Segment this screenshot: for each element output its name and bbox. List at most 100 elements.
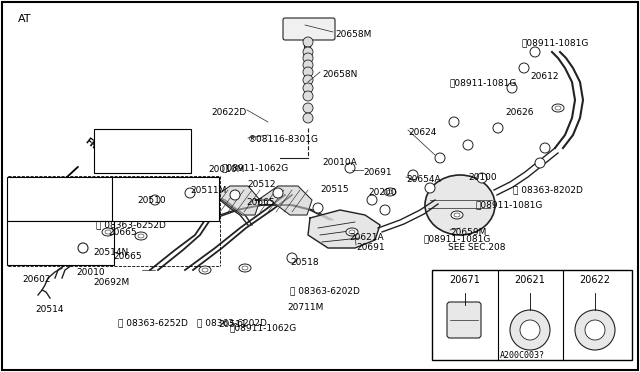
Circle shape [519, 63, 529, 73]
Circle shape [303, 91, 313, 101]
Text: FROM MAY.'93: FROM MAY.'93 [31, 186, 89, 195]
Text: 20518: 20518 [290, 258, 319, 267]
Text: UP TO MAY.'93: UP TO MAY.'93 [30, 230, 90, 239]
Text: 20511: 20511 [218, 320, 246, 329]
Text: 20010: 20010 [76, 268, 104, 277]
Circle shape [150, 195, 160, 205]
Text: Ⓢ 08363-8202D: Ⓢ 08363-8202D [513, 185, 583, 194]
Circle shape [510, 310, 550, 350]
Text: 20621: 20621 [515, 275, 545, 285]
Ellipse shape [425, 175, 495, 235]
Ellipse shape [242, 266, 248, 270]
Ellipse shape [202, 268, 208, 272]
Text: 20711M: 20711M [287, 303, 323, 312]
Text: 20612: 20612 [530, 72, 559, 81]
Circle shape [449, 117, 459, 127]
Text: 20010M: 20010M [208, 165, 244, 174]
Text: A200C003?: A200C003? [500, 351, 545, 360]
Text: 20622D: 20622D [212, 108, 247, 117]
Ellipse shape [199, 266, 211, 274]
Text: 20515: 20515 [320, 185, 349, 194]
Circle shape [303, 37, 313, 47]
Text: 20010A: 20010A [322, 158, 356, 167]
FancyBboxPatch shape [7, 177, 114, 221]
Text: ®08116-8301G: ®08116-8301G [248, 135, 319, 144]
Ellipse shape [552, 104, 564, 112]
Text: O   20711: O 20711 [40, 203, 81, 212]
Text: 20602: 20602 [22, 275, 51, 284]
FancyBboxPatch shape [283, 18, 335, 40]
Circle shape [367, 195, 377, 205]
Ellipse shape [349, 230, 355, 234]
Text: ⓝ08911-1062G: ⓝ08911-1062G [222, 163, 289, 172]
Ellipse shape [346, 228, 358, 236]
Circle shape [435, 153, 445, 163]
Ellipse shape [102, 228, 114, 236]
Circle shape [287, 253, 297, 263]
Text: 20692M: 20692M [93, 278, 129, 287]
Ellipse shape [138, 234, 144, 238]
Circle shape [540, 143, 550, 153]
Text: 20658M: 20658M [335, 30, 371, 39]
Circle shape [425, 183, 435, 193]
Text: ⓝ08911-1062G: ⓝ08911-1062G [230, 323, 297, 332]
Text: 20665: 20665 [246, 198, 275, 207]
Text: ⓝ08911-1081G: ⓝ08911-1081G [522, 38, 589, 47]
Text: 20671: 20671 [449, 275, 481, 285]
Circle shape [303, 83, 313, 93]
Text: 20665: 20665 [108, 228, 136, 237]
Circle shape [507, 83, 517, 93]
Text: 20510: 20510 [137, 196, 166, 205]
Text: Ⓢ 08363-6202D: Ⓢ 08363-6202D [290, 286, 360, 295]
FancyBboxPatch shape [94, 129, 191, 173]
Ellipse shape [135, 232, 147, 240]
Circle shape [345, 163, 355, 173]
Circle shape [575, 310, 615, 350]
Text: 20624: 20624 [408, 128, 436, 137]
Text: 20514: 20514 [35, 305, 63, 314]
Text: 20512: 20512 [247, 180, 275, 189]
Circle shape [530, 47, 540, 57]
Circle shape [78, 243, 88, 253]
Text: ⓝ08911-1081G: ⓝ08911-1081G [476, 200, 543, 209]
Text: ⓝ08911-1081G: ⓝ08911-1081G [424, 234, 492, 243]
Text: SEE SEC.208: SEE SEC.208 [448, 243, 506, 252]
Circle shape [303, 47, 313, 57]
Text: 20200: 20200 [368, 188, 397, 197]
Circle shape [303, 75, 313, 85]
Text: Ⓢ 08363-6202D: Ⓢ 08363-6202D [197, 318, 267, 327]
Text: ⊙   20711: ⊙ 20711 [40, 247, 81, 256]
Text: FROM MAY.'93: FROM MAY.'93 [113, 138, 171, 147]
Ellipse shape [105, 230, 111, 234]
Text: FRONT: FRONT [83, 136, 114, 163]
Text: ⊙—20711: ⊙—20711 [144, 203, 186, 212]
Circle shape [185, 188, 195, 198]
FancyBboxPatch shape [112, 177, 219, 221]
Text: ⓝ08911-1081G: ⓝ08911-1081G [450, 78, 517, 87]
Circle shape [313, 203, 323, 213]
Circle shape [535, 158, 545, 168]
Polygon shape [255, 186, 312, 215]
Circle shape [408, 170, 418, 180]
Polygon shape [208, 186, 260, 215]
Ellipse shape [451, 211, 463, 219]
Text: 20691: 20691 [356, 243, 385, 252]
Text: Ⓢ 08363-6252D: Ⓢ 08363-6252D [96, 220, 166, 229]
Ellipse shape [555, 106, 561, 110]
Text: 20654A: 20654A [406, 175, 440, 184]
Polygon shape [308, 210, 380, 248]
Circle shape [585, 320, 605, 340]
FancyBboxPatch shape [447, 302, 481, 338]
Text: 20658N: 20658N [322, 70, 357, 79]
Ellipse shape [384, 188, 396, 196]
Circle shape [380, 205, 390, 215]
Circle shape [463, 140, 473, 150]
Text: Ⓢ 08363-6252D: Ⓢ 08363-6252D [118, 318, 188, 327]
Text: AT: AT [18, 14, 31, 24]
Text: 20659M: 20659M [450, 228, 486, 237]
Circle shape [230, 190, 240, 200]
Circle shape [303, 103, 313, 113]
Text: 20626: 20626 [505, 108, 534, 117]
Circle shape [303, 53, 313, 63]
FancyBboxPatch shape [7, 221, 114, 265]
